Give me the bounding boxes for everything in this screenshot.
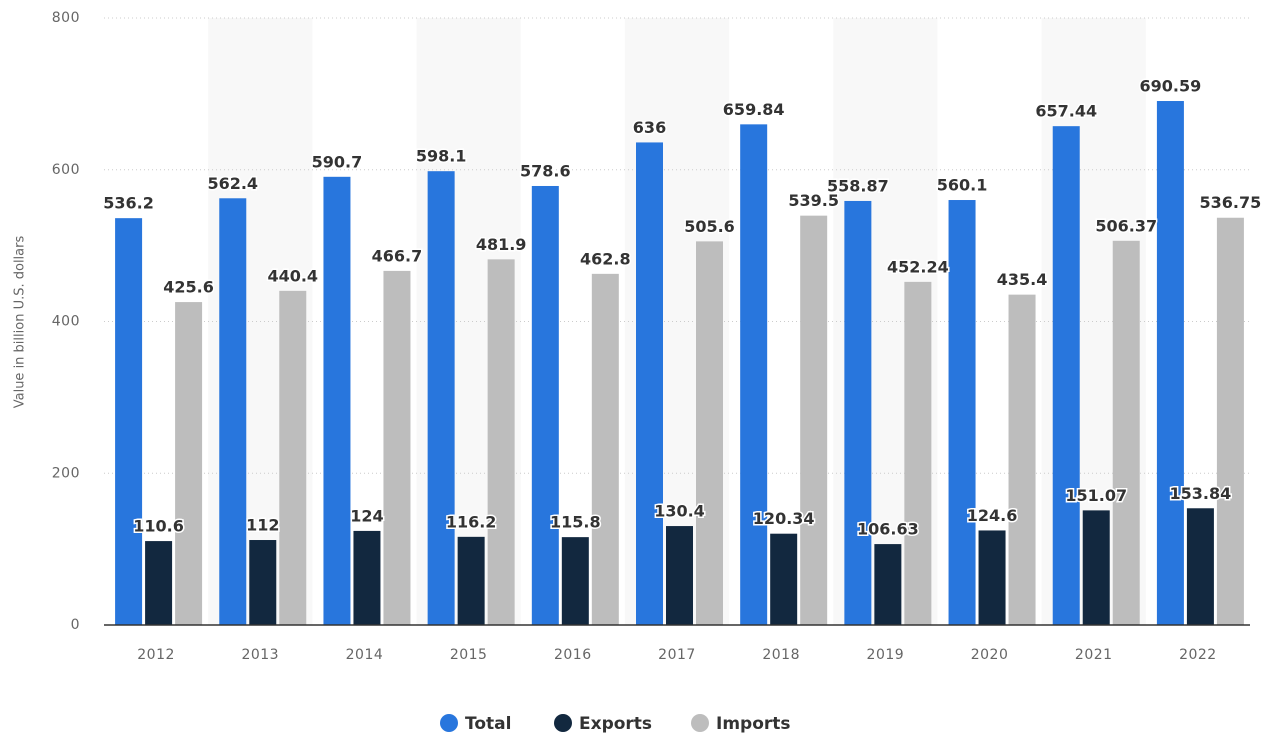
bar (591, 273, 619, 625)
data-label: 115.8 (550, 513, 601, 532)
bar (383, 270, 411, 625)
x-tick-label: 2016 (554, 647, 592, 663)
data-label: 124.6 (967, 506, 1018, 525)
legend-marker (691, 714, 709, 732)
bar (1052, 126, 1080, 626)
data-label: 435.4 (997, 270, 1048, 289)
bar (740, 124, 768, 625)
bar (1216, 217, 1244, 625)
data-label: 558.87 (827, 176, 889, 195)
bar (531, 185, 559, 625)
data-label: 659.84 (723, 100, 785, 119)
bar (948, 200, 976, 626)
bar (427, 171, 455, 625)
bar (457, 536, 485, 625)
data-label: 578.6 (520, 161, 571, 180)
data-label: 466.7 (372, 246, 423, 265)
x-tick-label: 2021 (1075, 647, 1113, 663)
y-tick-label: 600 (52, 162, 80, 178)
data-label: 425.6 (163, 278, 214, 297)
y-tick-label: 400 (52, 314, 80, 330)
x-tick-label: 2013 (241, 647, 279, 663)
data-label: 440.4 (267, 266, 318, 285)
bar (279, 290, 307, 625)
bar (770, 533, 798, 625)
data-label: 657.44 (1035, 102, 1097, 121)
x-tick-label: 2012 (137, 647, 175, 663)
bar (145, 541, 173, 625)
x-tick-label: 2015 (450, 647, 488, 663)
data-label: 452.24 (887, 257, 949, 276)
data-label: 536.75 (1200, 193, 1262, 212)
x-tick-label: 2019 (867, 647, 905, 663)
legend-label: Exports (579, 714, 652, 734)
data-label: 124 (350, 506, 383, 525)
bar (115, 218, 143, 625)
data-label: 110.6 (133, 517, 184, 536)
bar (219, 198, 247, 626)
data-label: 130.4 (654, 502, 705, 521)
data-label: 506.37 (1095, 216, 1157, 235)
bar (904, 281, 932, 625)
bar (696, 241, 723, 625)
y-tick-label: 0 (71, 617, 80, 633)
bar (1112, 240, 1140, 626)
bar (1082, 510, 1110, 625)
y-tick-label: 200 (52, 465, 80, 481)
data-label: 505.6 (684, 217, 735, 236)
data-label: 598.1 (416, 147, 467, 166)
data-label: 112 (246, 516, 279, 535)
bar (1008, 294, 1036, 625)
data-label: 481.9 (476, 235, 527, 254)
bar (800, 215, 828, 626)
data-label: 120.34 (753, 509, 815, 528)
data-label: 151.07 (1065, 486, 1127, 505)
legend-label: Total (465, 714, 511, 734)
bar (1156, 101, 1184, 626)
data-label: 590.7 (312, 152, 363, 171)
bar (636, 142, 663, 625)
data-label: 560.1 (937, 176, 988, 195)
data-label: 116.2 (446, 512, 497, 531)
data-label: 539.5 (788, 191, 839, 210)
data-label: 536.2 (103, 194, 154, 213)
data-label: 153.84 (1170, 484, 1232, 503)
x-tick-label: 2022 (1179, 647, 1217, 663)
bar (666, 526, 693, 625)
data-label: 690.59 (1140, 77, 1202, 96)
data-label: 106.63 (857, 520, 919, 539)
bar (249, 540, 277, 625)
x-tick-label: 2018 (762, 647, 800, 663)
y-axis-label: Value in billion U.S. dollars (13, 236, 28, 409)
bar (175, 302, 203, 625)
data-label: 562.4 (207, 174, 258, 193)
bar (353, 530, 381, 625)
data-label: 462.8 (580, 249, 631, 268)
bar (1186, 508, 1214, 625)
bar (323, 176, 351, 625)
bar (844, 200, 872, 625)
bar (487, 259, 515, 625)
x-tick-label: 2014 (346, 647, 384, 663)
data-label: 636 (633, 118, 666, 137)
x-tick-label: 2017 (658, 647, 696, 663)
bar (874, 544, 902, 625)
bar (978, 530, 1006, 625)
legend-label: Imports (716, 714, 791, 734)
bar (561, 537, 589, 625)
legend-marker (440, 714, 458, 732)
x-tick-label: 2020 (971, 647, 1009, 663)
legend-marker (554, 714, 572, 732)
y-tick-label: 800 (52, 10, 80, 26)
